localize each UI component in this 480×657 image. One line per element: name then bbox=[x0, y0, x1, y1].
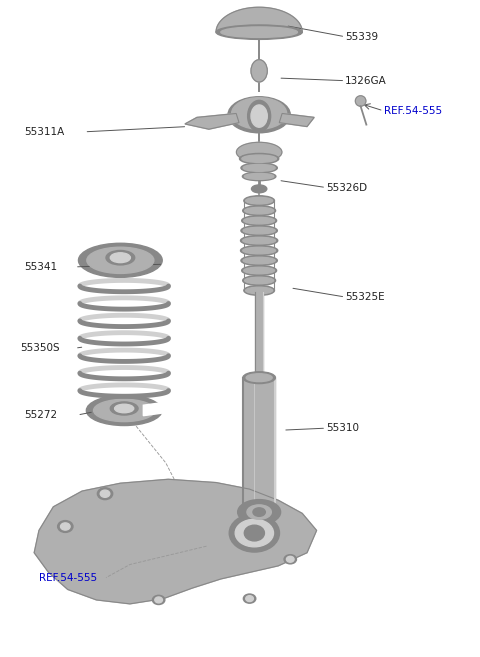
Ellipse shape bbox=[287, 556, 294, 562]
Text: 55325E: 55325E bbox=[345, 292, 385, 302]
Polygon shape bbox=[185, 114, 239, 129]
Ellipse shape bbox=[155, 597, 162, 603]
Ellipse shape bbox=[110, 253, 131, 263]
Ellipse shape bbox=[244, 286, 275, 296]
Ellipse shape bbox=[58, 520, 73, 532]
Ellipse shape bbox=[243, 227, 275, 234]
Circle shape bbox=[248, 101, 271, 132]
Ellipse shape bbox=[247, 505, 271, 519]
Ellipse shape bbox=[235, 519, 274, 547]
Ellipse shape bbox=[252, 185, 267, 193]
Ellipse shape bbox=[237, 143, 282, 162]
Ellipse shape bbox=[246, 374, 272, 382]
Ellipse shape bbox=[243, 247, 276, 254]
Text: REF.54-555: REF.54-555 bbox=[384, 106, 442, 116]
Ellipse shape bbox=[244, 525, 264, 541]
Ellipse shape bbox=[243, 275, 276, 285]
Ellipse shape bbox=[284, 555, 297, 564]
Ellipse shape bbox=[87, 247, 154, 273]
Ellipse shape bbox=[243, 594, 256, 603]
Text: 55310: 55310 bbox=[326, 423, 359, 433]
Ellipse shape bbox=[229, 514, 279, 552]
Ellipse shape bbox=[242, 155, 276, 162]
Text: 55272: 55272 bbox=[24, 410, 58, 420]
Ellipse shape bbox=[78, 243, 162, 277]
Ellipse shape bbox=[232, 98, 287, 129]
Polygon shape bbox=[216, 7, 302, 32]
Ellipse shape bbox=[244, 173, 274, 179]
Ellipse shape bbox=[355, 96, 366, 106]
Text: 55311A: 55311A bbox=[24, 127, 65, 137]
Circle shape bbox=[251, 60, 267, 82]
Ellipse shape bbox=[246, 596, 253, 602]
Ellipse shape bbox=[86, 396, 162, 426]
Text: 55339: 55339 bbox=[345, 32, 378, 42]
Circle shape bbox=[251, 105, 267, 127]
Ellipse shape bbox=[97, 487, 113, 499]
Ellipse shape bbox=[243, 237, 276, 244]
Text: 1326GA: 1326GA bbox=[345, 76, 387, 85]
Ellipse shape bbox=[240, 154, 279, 164]
Polygon shape bbox=[279, 114, 314, 127]
Ellipse shape bbox=[100, 490, 110, 497]
Ellipse shape bbox=[153, 595, 165, 604]
Ellipse shape bbox=[216, 25, 302, 39]
Ellipse shape bbox=[241, 265, 276, 275]
Ellipse shape bbox=[246, 197, 273, 204]
Ellipse shape bbox=[240, 236, 278, 246]
Polygon shape bbox=[34, 480, 317, 604]
Bar bbox=[255, 292, 264, 378]
Ellipse shape bbox=[110, 402, 138, 415]
Ellipse shape bbox=[242, 172, 276, 181]
Ellipse shape bbox=[244, 217, 275, 224]
Ellipse shape bbox=[243, 258, 275, 264]
Ellipse shape bbox=[241, 225, 277, 235]
Ellipse shape bbox=[253, 508, 265, 516]
Bar bbox=[243, 378, 276, 507]
Ellipse shape bbox=[241, 215, 276, 225]
Ellipse shape bbox=[240, 246, 278, 256]
Ellipse shape bbox=[106, 250, 135, 265]
Ellipse shape bbox=[238, 499, 281, 524]
Ellipse shape bbox=[221, 27, 298, 37]
Text: REF.54-555: REF.54-555 bbox=[39, 573, 97, 583]
Text: 55350S: 55350S bbox=[20, 343, 60, 353]
Ellipse shape bbox=[60, 523, 70, 530]
Ellipse shape bbox=[228, 97, 290, 133]
Ellipse shape bbox=[246, 287, 273, 294]
Ellipse shape bbox=[243, 164, 275, 171]
Ellipse shape bbox=[115, 404, 134, 413]
Text: 55326D: 55326D bbox=[326, 183, 367, 193]
Ellipse shape bbox=[243, 372, 276, 384]
Ellipse shape bbox=[245, 208, 274, 214]
Text: 55341: 55341 bbox=[24, 262, 58, 272]
Ellipse shape bbox=[244, 267, 275, 274]
Ellipse shape bbox=[243, 206, 276, 215]
Ellipse shape bbox=[94, 399, 155, 422]
Ellipse shape bbox=[245, 277, 274, 284]
Polygon shape bbox=[144, 403, 162, 416]
Ellipse shape bbox=[241, 163, 277, 173]
Ellipse shape bbox=[244, 196, 275, 206]
Ellipse shape bbox=[241, 256, 277, 265]
